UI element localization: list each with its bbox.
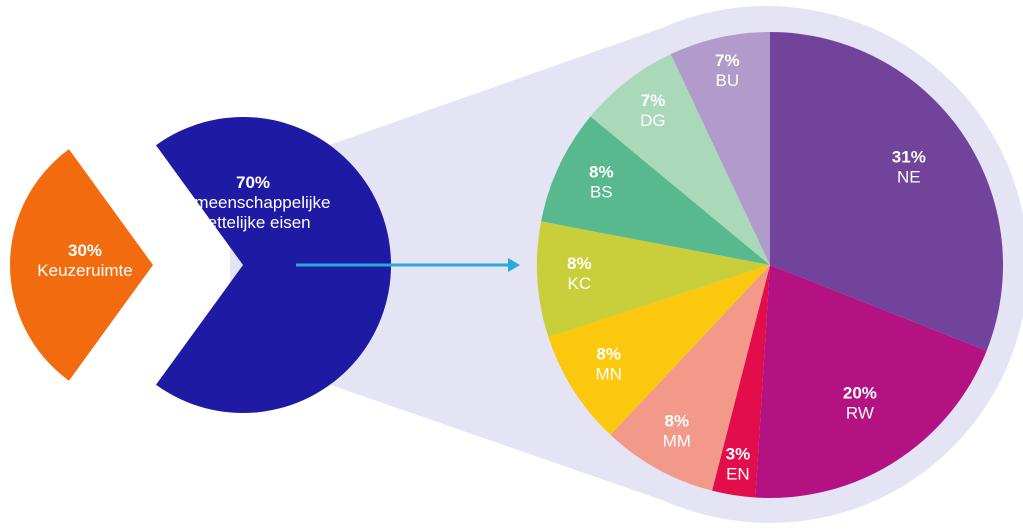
right-slice-mm	[610, 265, 770, 491]
right-slice-bu	[670, 32, 770, 265]
right-label-mm: 8% MM	[663, 412, 691, 451]
right-slice-en	[712, 265, 770, 498]
right-slice-kc	[537, 221, 770, 337]
right-label-bs: 8% BS	[589, 163, 614, 202]
right-label-rw: 20% RW	[843, 384, 877, 423]
right-label-mn: 8% MN	[595, 344, 621, 383]
left-label-gemeenschappelijke-wettelijke-eisen: 70% gemeenschappelijke wettelijke eisen	[176, 173, 331, 232]
left-slice-gemeenschappelijke-wettelijke-eisen	[156, 117, 392, 413]
right-slice-dg	[590, 54, 770, 266]
right-label-bu: 7% BU	[715, 51, 740, 90]
right-label-dg: 7% DG	[640, 91, 666, 130]
left-label-keuzeruimte: 30% Keuzeruimte	[37, 241, 132, 280]
right-label-kc: 8% KC	[567, 254, 592, 293]
arrow-head	[508, 258, 520, 272]
right-slice-ne	[770, 32, 1004, 351]
right-slice-bs	[541, 116, 770, 265]
right-label-ne: 31% NE	[892, 148, 926, 187]
right-label-en: 3% EN	[726, 445, 751, 484]
right-slice-rw	[755, 265, 987, 498]
right-slice-mn	[548, 265, 770, 435]
left-slice-keuzeruimte	[10, 149, 154, 381]
